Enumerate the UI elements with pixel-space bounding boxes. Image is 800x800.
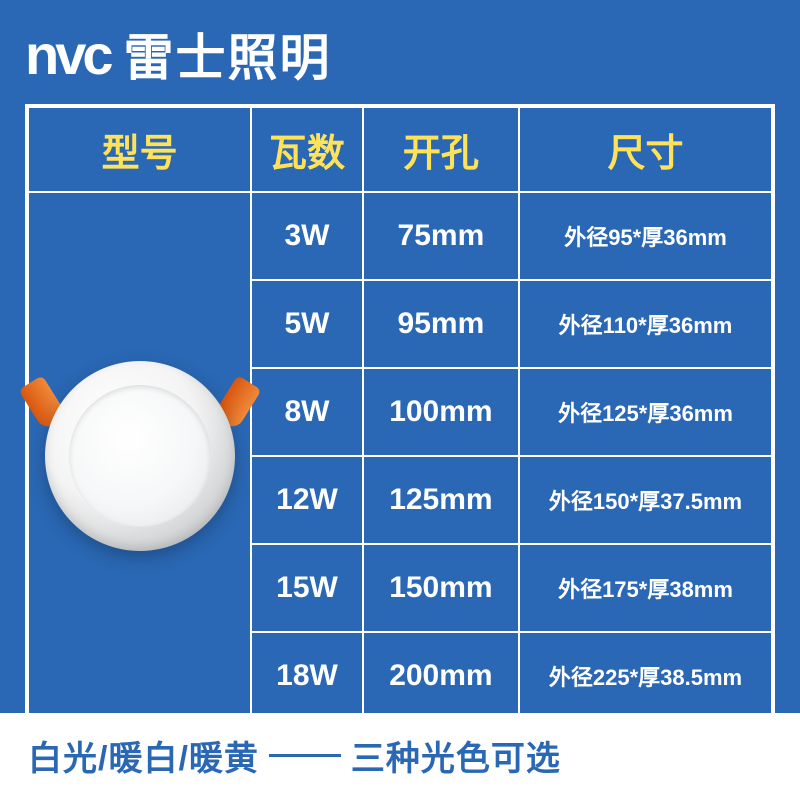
cell-hole: 75mm xyxy=(363,192,519,280)
col-header-model: 型号 xyxy=(28,107,251,192)
cell-hole: 100mm xyxy=(363,368,519,456)
cell-hole: 125mm xyxy=(363,456,519,544)
cell-wattage: 8W xyxy=(251,368,363,456)
cell-hole: 95mm xyxy=(363,280,519,368)
logo-brand-text: 雷士照明 xyxy=(124,18,332,90)
cell-wattage: 18W xyxy=(251,632,363,720)
cell-dim: 外径95*厚36mm xyxy=(519,192,772,280)
table-row: 3W 75mm 外径95*厚36mm xyxy=(28,192,772,280)
footer-note: 三种光色可选 xyxy=(351,731,561,780)
brand-logo: nvc 雷士照明 xyxy=(0,0,800,104)
footer-bar: 白光/暖白/暖黄 三种光色可选 xyxy=(0,713,800,800)
cell-dim: 外径125*厚36mm xyxy=(519,368,772,456)
col-header-wattage: 瓦数 xyxy=(251,107,363,192)
table-body: 3W 75mm 外径95*厚36mm 5W 95mm 外径110*厚36mm 8… xyxy=(28,192,772,720)
downlight-icon xyxy=(35,351,245,561)
cell-wattage: 12W xyxy=(251,456,363,544)
spec-table: 型号 瓦数 开孔 尺寸 3W 75mm 外径95*厚36mm xyxy=(27,106,773,721)
col-header-hole: 开孔 xyxy=(363,107,519,192)
cell-hole: 200mm xyxy=(363,632,519,720)
product-image-cell xyxy=(28,192,251,720)
cell-dim: 外径150*厚37.5mm xyxy=(519,456,772,544)
footer-options: 白光/暖白/暖黄 xyxy=(28,731,259,780)
table-header-row: 型号 瓦数 开孔 尺寸 xyxy=(28,107,772,192)
cell-hole: 150mm xyxy=(363,544,519,632)
spec-table-container: 型号 瓦数 开孔 尺寸 3W 75mm 外径95*厚36mm xyxy=(25,104,775,723)
cell-wattage: 5W xyxy=(251,280,363,368)
cell-wattage: 15W xyxy=(251,544,363,632)
logo-mark: nvc xyxy=(25,22,110,87)
footer-divider xyxy=(269,754,341,757)
cell-wattage: 3W xyxy=(251,192,363,280)
cell-dim: 外径110*厚36mm xyxy=(519,280,772,368)
cell-dim: 外径225*厚38.5mm xyxy=(519,632,772,720)
col-header-dim: 尺寸 xyxy=(519,107,772,192)
cell-dim: 外径175*厚38mm xyxy=(519,544,772,632)
